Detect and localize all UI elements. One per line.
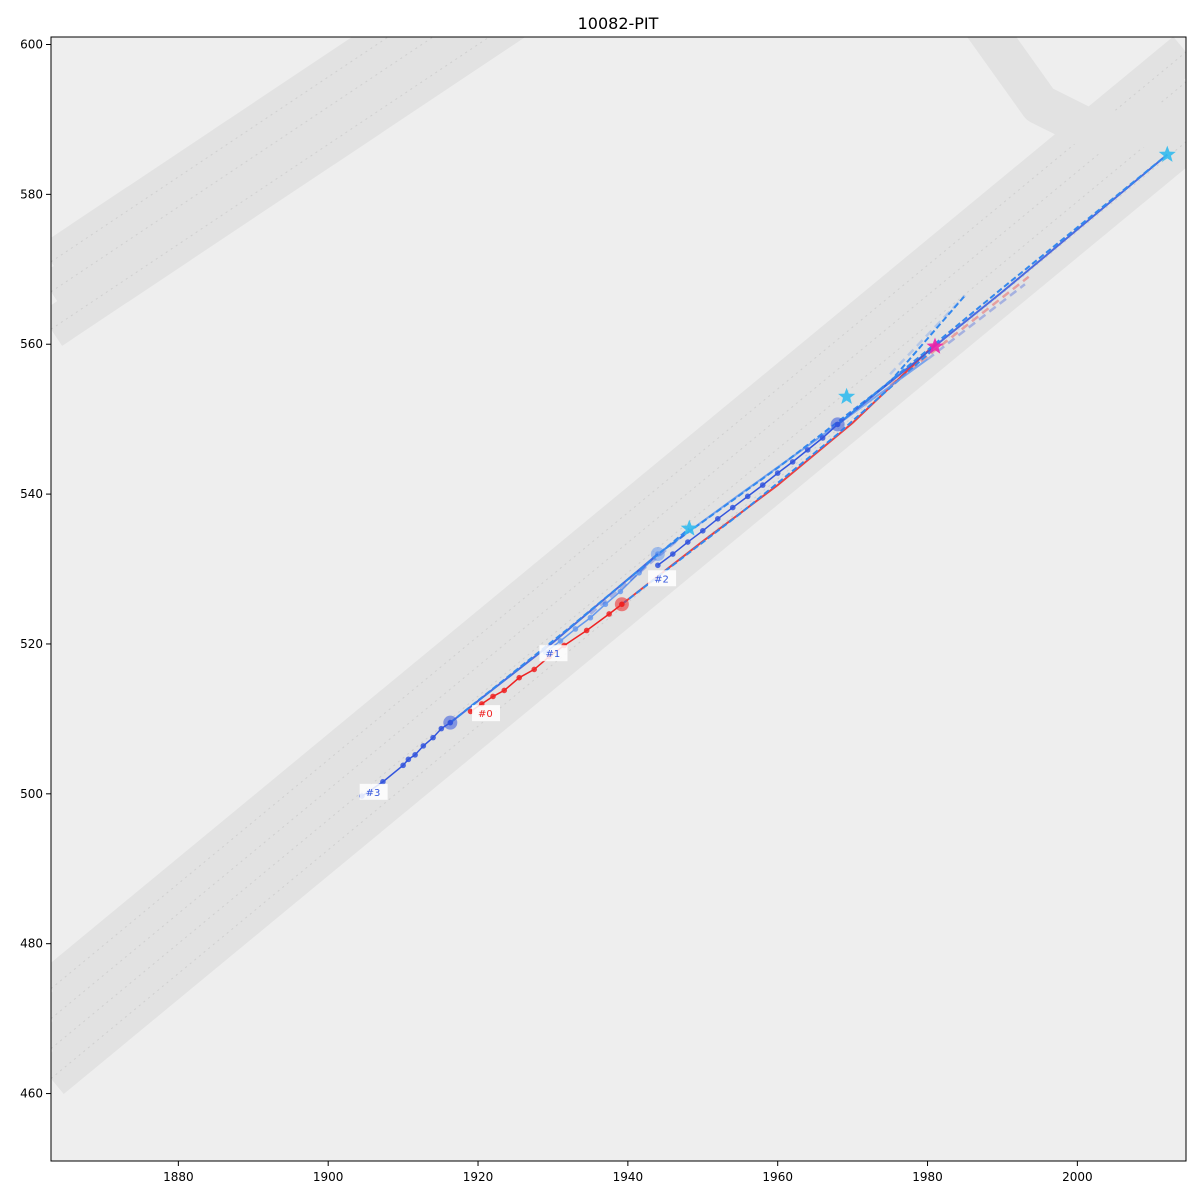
history-point <box>501 687 508 694</box>
lane-centerline <box>51 37 390 263</box>
y-tick-label: 460 <box>20 1087 43 1101</box>
history-point <box>557 638 564 644</box>
history-point <box>789 459 796 465</box>
axis-layer: 1880 1900 1920 1940 1960 1980 2000 460 480 500 520… <box>20 37 1093 1184</box>
history-point <box>583 627 590 634</box>
history-point <box>531 666 538 673</box>
map-layer <box>51 37 1186 1161</box>
y-tick-label: 580 <box>20 187 43 201</box>
history-point <box>587 614 594 621</box>
x-tick-label: 1920 <box>463 1170 494 1184</box>
agent-label: #1 <box>545 649 560 660</box>
agent-label-layer: #0 #1 #2 #3 <box>359 570 677 800</box>
current-position-dot <box>835 421 841 427</box>
history-point <box>684 539 691 545</box>
endpoint-star <box>680 519 698 536</box>
prediction-line <box>621 347 936 606</box>
history-point <box>699 528 706 534</box>
agent-label-box <box>359 783 388 800</box>
y-tick-label: 500 <box>20 787 43 801</box>
history-point <box>602 601 609 608</box>
x-tick-label: 1880 <box>163 1170 194 1184</box>
x-tick-label: 1940 <box>613 1170 644 1184</box>
faded-prediction-line <box>589 530 689 615</box>
prediction-line <box>836 153 1168 426</box>
history-point <box>744 493 751 500</box>
agent-label: #3 <box>366 788 381 799</box>
history-point <box>729 504 736 511</box>
y-tick-label: 480 <box>20 937 43 951</box>
history-line <box>545 553 659 653</box>
faded-prediction-line <box>889 294 966 376</box>
endpoint-star <box>1158 145 1176 162</box>
history-point <box>774 470 781 476</box>
agent-label-box <box>539 645 568 662</box>
history-point <box>670 551 676 557</box>
y-tick-label: 540 <box>20 487 43 501</box>
x-tick-label: 1960 <box>762 1170 793 1184</box>
history-point <box>400 762 406 769</box>
lane-surface <box>51 96 1186 1065</box>
endpoint-star <box>926 337 944 354</box>
history-point <box>380 779 386 785</box>
current-position-dot <box>447 720 453 726</box>
lane-surface <box>51 66 1186 1035</box>
history-point <box>405 756 412 763</box>
y-tick-label: 520 <box>20 637 43 651</box>
trajectory-layer <box>359 145 1176 799</box>
prediction-line <box>449 527 690 724</box>
lane-surface <box>51 37 1186 1005</box>
agent-label: #0 <box>478 709 493 720</box>
history-point <box>819 435 826 441</box>
agent-label: #2 <box>654 574 669 585</box>
history-point <box>490 693 496 700</box>
plot-frame <box>50 36 1187 1162</box>
history-point <box>438 725 445 732</box>
history-point <box>412 752 418 758</box>
faded-prediction-line <box>926 283 1026 361</box>
lane-centerline <box>51 37 434 293</box>
x-tick-label: 2000 <box>1062 1170 1093 1184</box>
history-point <box>655 562 661 569</box>
chart-title: 10082-PIT <box>578 14 659 33</box>
history-point <box>606 611 612 617</box>
history-point <box>804 447 811 453</box>
curved-lane <box>967 37 1186 155</box>
history-point <box>572 626 579 632</box>
agent-label-box <box>648 570 677 587</box>
endpoint-star <box>838 387 856 404</box>
history-point <box>420 743 427 749</box>
y-tick-label: 600 <box>20 37 43 51</box>
current-position-dot <box>619 601 625 607</box>
faded-prediction-line <box>889 275 1030 387</box>
history-point <box>430 734 436 741</box>
history-point <box>516 674 523 681</box>
x-tick-label: 1980 <box>912 1170 943 1184</box>
lane-centerline <box>51 37 491 330</box>
x-tick-label: 1900 <box>313 1170 344 1184</box>
agent-label-box <box>472 705 501 722</box>
history-point <box>759 482 766 488</box>
history-point <box>617 588 624 595</box>
history-point <box>714 516 721 522</box>
y-tick-label: 560 <box>20 337 43 351</box>
history-point <box>467 708 474 715</box>
